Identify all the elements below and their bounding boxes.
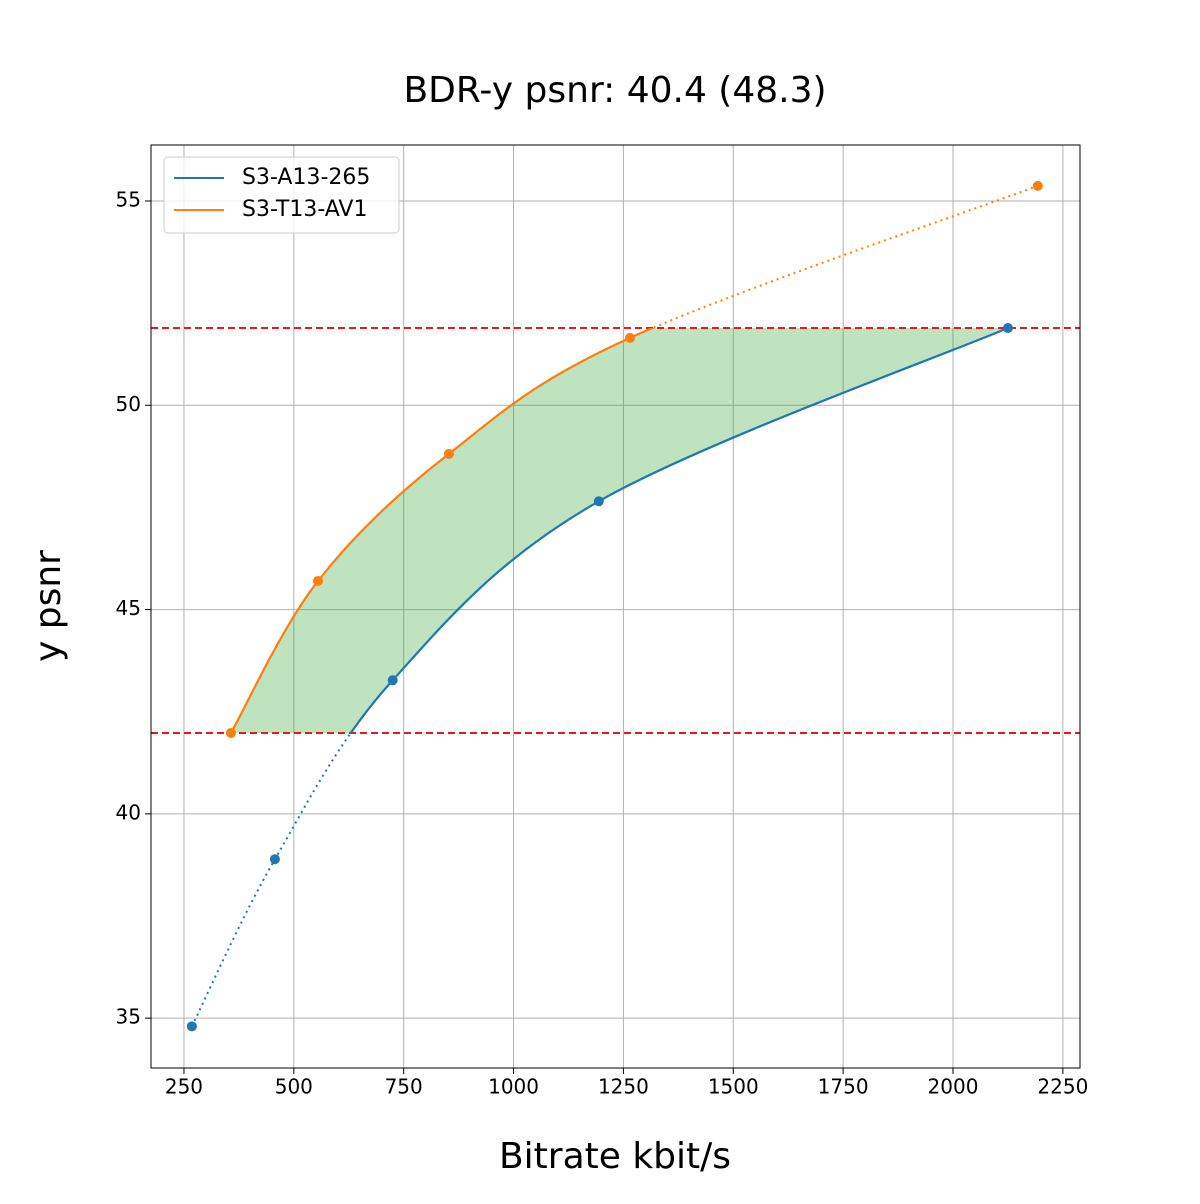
- x-tick-label: 1750: [818, 1075, 869, 1099]
- x-tick-label: 2250: [1037, 1075, 1088, 1099]
- y-tick-label: 35: [116, 1005, 141, 1029]
- legend-label: S3-A13-265: [242, 165, 370, 190]
- y-tick-label: 55: [116, 187, 141, 211]
- data-point: [443, 448, 454, 459]
- data-point: [1002, 323, 1013, 334]
- y-tick-label: 40: [116, 800, 141, 824]
- x-tick-label: 500: [275, 1075, 313, 1099]
- data-point: [312, 575, 323, 586]
- x-tick-label: 250: [165, 1075, 203, 1099]
- x-tick-label: 2000: [928, 1075, 979, 1099]
- chart-title: BDR-y psnr: 40.4 (48.3): [403, 70, 826, 111]
- x-tick-label: 1000: [488, 1075, 539, 1099]
- series-line-dotted: [190, 327, 1009, 1027]
- data-point: [1032, 180, 1043, 191]
- data-point: [387, 675, 398, 686]
- series-line: [349, 328, 1009, 733]
- y-tick-label: 45: [116, 596, 141, 620]
- fill-between: [230, 328, 1008, 733]
- plot-frame: [150, 144, 1081, 1069]
- data-point: [186, 1021, 197, 1032]
- data-point: [625, 332, 636, 343]
- series-line: [230, 328, 656, 733]
- legend-box: [163, 156, 400, 234]
- data-point: [269, 854, 280, 865]
- data-point: [225, 727, 236, 738]
- series-line-dotted: [230, 184, 1039, 734]
- y-axis-label: y psnr: [28, 550, 69, 662]
- x-axis-label: Bitrate kbit/s: [499, 1136, 731, 1177]
- x-tick-label: 750: [385, 1075, 423, 1099]
- legend-label: S3-T13-AV1: [242, 197, 367, 222]
- data-point: [593, 496, 604, 507]
- x-tick-label: 1500: [708, 1075, 759, 1099]
- y-tick-label: 50: [116, 392, 141, 416]
- series-group: [186, 180, 1043, 1032]
- x-tick-label: 1250: [598, 1075, 649, 1099]
